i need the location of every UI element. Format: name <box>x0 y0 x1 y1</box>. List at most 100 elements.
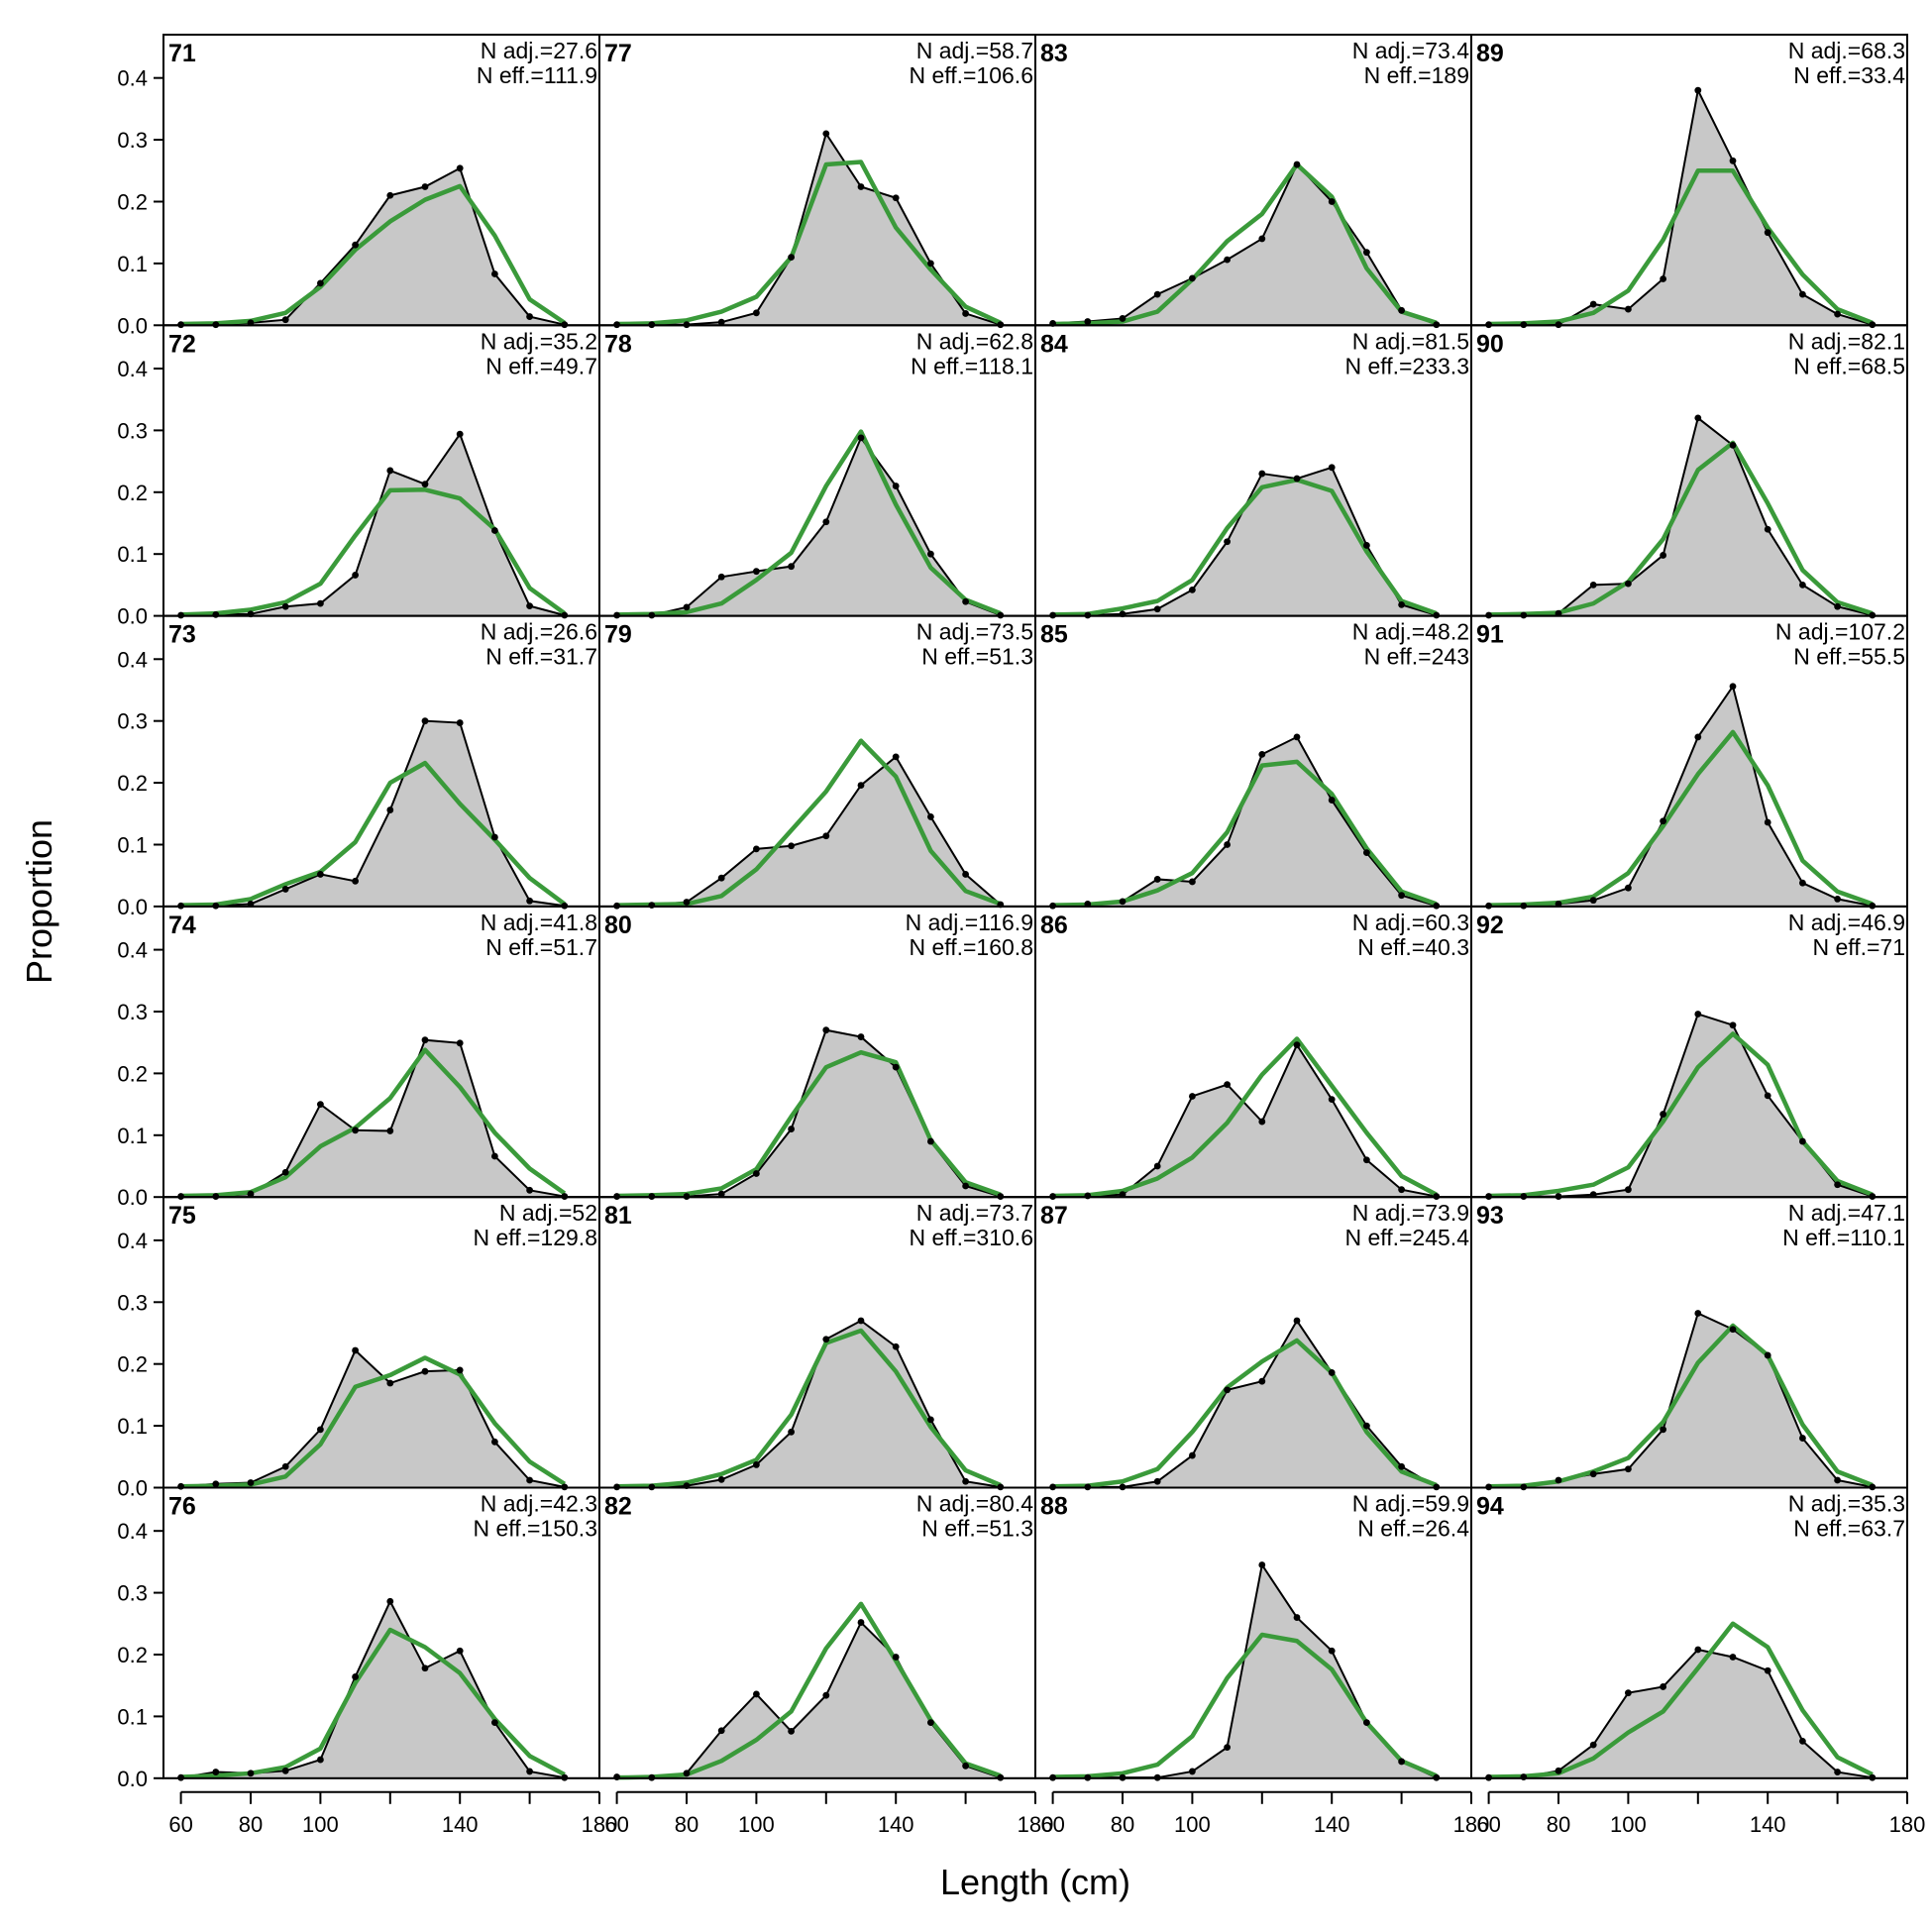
observed-point <box>491 1719 498 1727</box>
observed-area <box>616 756 1001 907</box>
panel-year-label: 79 <box>604 621 632 649</box>
y-tick-label: 0.3 <box>117 418 148 443</box>
y-tick-label: 0.4 <box>117 938 148 963</box>
observed-point <box>281 1767 289 1774</box>
y-tick-label: 0.0 <box>117 313 148 338</box>
observed-point <box>962 1762 969 1770</box>
panel-year-label: 73 <box>168 621 196 649</box>
n-eff-label: N eff.=51.3 <box>921 1516 1033 1542</box>
observed-point <box>352 877 359 885</box>
observed-area <box>1052 164 1437 326</box>
observed-point <box>456 1039 464 1047</box>
observed-point <box>1660 1683 1666 1690</box>
panel-year-label: 88 <box>1040 1493 1068 1521</box>
observed-point <box>717 1190 725 1198</box>
x-tick-label: 60 <box>168 1812 192 1837</box>
panel-76: 76 N adj.=42.3N eff.=150.3 <box>162 1486 600 1781</box>
observed-point <box>822 1691 830 1699</box>
observed-point <box>1799 1137 1806 1145</box>
observed-point <box>1153 1162 1161 1170</box>
observed-point <box>1625 305 1632 313</box>
observed-point <box>281 316 289 324</box>
observed-point <box>1293 1317 1301 1325</box>
n-adj-label: N adj.=80.4 <box>916 1491 1033 1517</box>
observed-point <box>386 1127 394 1134</box>
observed-point <box>892 1654 900 1661</box>
x-tick-label: 180 <box>1889 1812 1926 1837</box>
y-tick-label: 0.0 <box>117 895 148 919</box>
observed-point <box>1398 1462 1405 1470</box>
panel-82: 82 N adj.=80.4N eff.=51.3 <box>598 1486 1036 1781</box>
expected-line <box>1052 1338 1438 1489</box>
panel-79: 79 N adj.=73.5N eff.=51.3 <box>598 614 1036 910</box>
observed-point <box>1764 1666 1771 1674</box>
observed-point <box>788 563 795 571</box>
n-eff-label: N eff.=26.4 <box>1357 1516 1469 1542</box>
x-tick-label: 60 <box>1040 1812 1064 1837</box>
n-eff-label: N eff.=310.6 <box>909 1225 1033 1250</box>
observed-point <box>1363 542 1370 549</box>
observed-point <box>421 481 429 488</box>
expected-line <box>1052 759 1438 908</box>
observed-point <box>1520 1773 1528 1780</box>
n-eff-label: N eff.=118.1 <box>911 353 1033 378</box>
observed-area <box>1052 1564 1437 1778</box>
x-tick-label: 140 <box>1750 1812 1786 1837</box>
observed-area <box>1488 1313 1873 1488</box>
observed-point <box>1258 1377 1266 1385</box>
observed-area <box>180 1039 565 1198</box>
observed-point <box>212 610 220 618</box>
observed-point <box>1153 1477 1161 1485</box>
n-eff-label: N eff.=160.8 <box>909 934 1033 960</box>
observed-point <box>822 130 830 138</box>
n-eff-label: N eff.=243 <box>1364 644 1469 670</box>
observed-point <box>857 782 865 789</box>
observed-area <box>1052 1321 1437 1488</box>
expected-line <box>1052 478 1438 617</box>
panel-year-label: 89 <box>1476 40 1504 67</box>
expected-line <box>1488 1323 1874 1489</box>
n-eff-label: N eff.=51.7 <box>485 934 597 960</box>
expected-line <box>616 1328 1002 1489</box>
observed-point <box>1224 1386 1231 1394</box>
panel-year-label: 72 <box>168 330 196 358</box>
x-tick-label: 180 <box>1018 1812 1054 1837</box>
panel-year-label: 78 <box>604 330 632 358</box>
panel-year-label: 86 <box>1040 912 1068 939</box>
y-tick-label: 0.2 <box>117 1643 148 1667</box>
observed-point <box>1293 161 1301 168</box>
panel-81: 81 N adj.=73.7N eff.=310.6 <box>598 1196 1036 1491</box>
n-adj-label: N adj.=52 <box>499 1200 597 1226</box>
panel-year-label: 83 <box>1040 40 1068 67</box>
panel-grid: 71 N adj.=27.6N eff.=111.972 N adj.=35.2N … <box>162 34 1908 1781</box>
n-adj-label: N adj.=48.2 <box>1352 619 1469 645</box>
observed-point <box>1694 1646 1702 1654</box>
observed-point <box>1799 1435 1806 1442</box>
observed-area <box>1052 736 1437 907</box>
observed-point <box>317 1101 324 1108</box>
observed-area <box>1488 1014 1873 1198</box>
observed-point <box>962 871 969 878</box>
observed-point <box>491 270 498 277</box>
observed-point <box>788 1126 795 1132</box>
n-adj-label: N adj.=35.3 <box>1788 1491 1905 1517</box>
observed-point <box>386 467 394 475</box>
y-tick-label: 0.4 <box>117 1519 148 1544</box>
observed-point <box>892 1342 900 1350</box>
observed-point <box>788 254 795 262</box>
observed-point <box>927 1719 934 1727</box>
observed-point <box>526 897 533 905</box>
panel-87: 87 N adj.=73.9N eff.=245.4 <box>1034 1196 1472 1491</box>
observed-point <box>491 1152 498 1160</box>
observed-point <box>386 806 394 813</box>
observed-point <box>648 902 656 910</box>
observed-line <box>616 1319 1001 1488</box>
n-adj-label: N adj.=41.8 <box>481 910 597 935</box>
observed-point <box>1363 249 1370 257</box>
n-eff-label: N eff.=68.5 <box>1793 353 1905 378</box>
y-tick-label: 0.2 <box>117 1352 148 1377</box>
observed-point <box>1363 1156 1370 1164</box>
observed-point <box>753 1461 760 1468</box>
observed-point <box>822 1026 830 1034</box>
n-eff-label: N eff.=106.6 <box>909 62 1033 88</box>
